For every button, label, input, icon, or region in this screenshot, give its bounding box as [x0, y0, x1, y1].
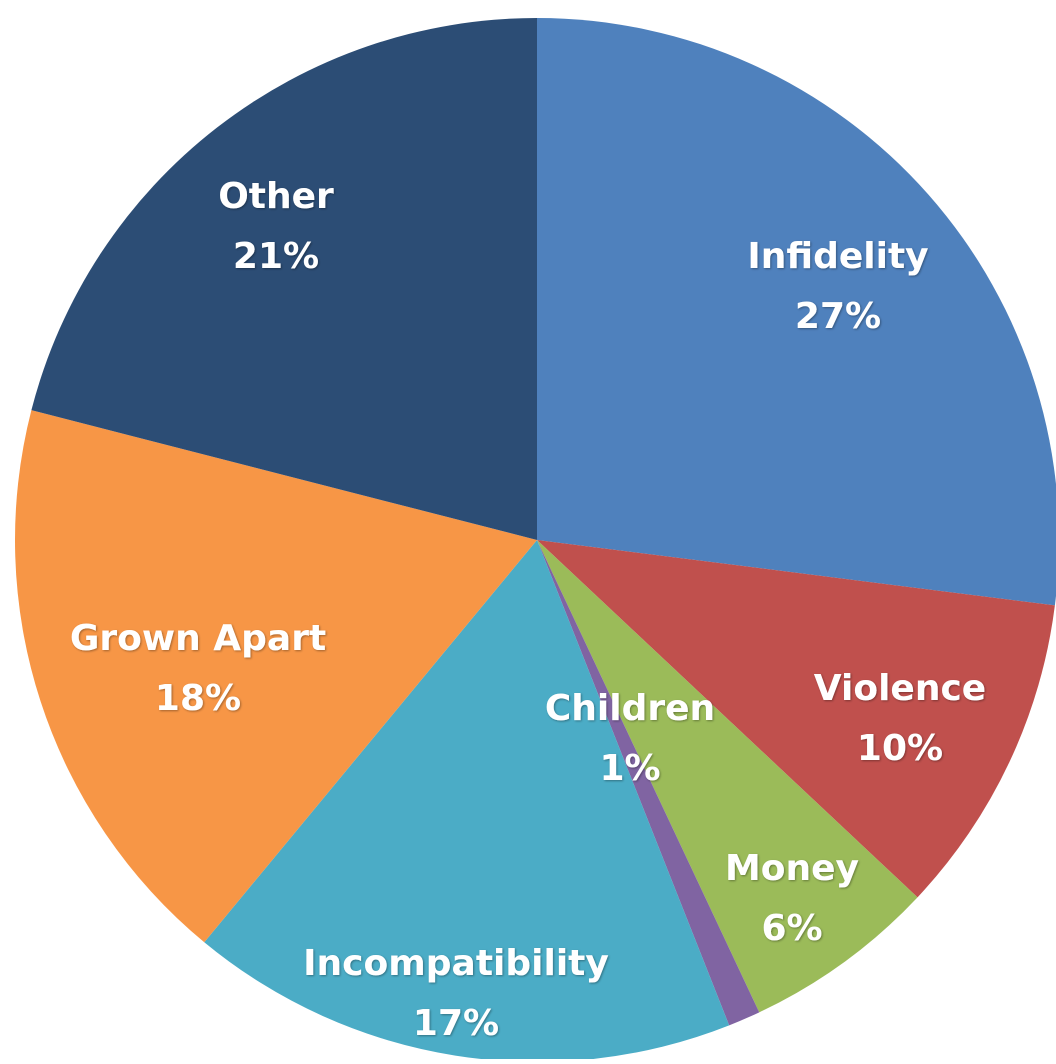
pie-slice-money [537, 540, 918, 1013]
pie-slice-incompatibility [204, 540, 730, 1062]
slice-label-grown-apart: Grown Apart [70, 618, 326, 659]
slice-value-children: 1% [599, 748, 660, 789]
slice-label-infidelity: Infidelity [747, 236, 928, 277]
data-label-infidelity: Infidelity 27% [747, 236, 928, 337]
slice-value-incompatibility: 17% [413, 1003, 499, 1044]
slice-value-money: 6% [761, 908, 822, 949]
pie-slice-infidelity [537, 18, 1056, 606]
slice-value-infidelity: 27% [795, 296, 881, 337]
slices-layer [14, 18, 1056, 1062]
pie-slice-children [537, 540, 760, 1026]
pie-slice-violence [537, 540, 1055, 898]
data-label-other: Other 21% [218, 176, 334, 277]
slice-value-violence: 10% [857, 728, 943, 769]
data-label-incompatibility: Incompatibility 17% [303, 943, 609, 1044]
slice-label-money: Money [725, 848, 859, 889]
pie-slice-other [31, 18, 538, 540]
data-label-money: Money 6% [725, 848, 859, 949]
labels-layer: Infidelity 27% Violence 10% Money 6% Children 1… [70, 176, 986, 1044]
slice-label-incompatibility: Incompatibility [303, 943, 609, 984]
slice-label-children: Children [545, 688, 715, 729]
data-label-violence: Violence 10% [814, 668, 986, 769]
slice-value-other: 21% [233, 236, 319, 277]
slice-label-violence: Violence [814, 668, 986, 709]
pie-slice-grown-apart [14, 410, 538, 943]
data-label-grown-apart: Grown Apart 18% [70, 618, 326, 719]
slice-value-grown-apart: 18% [155, 678, 241, 719]
data-label-children: Children 1% [545, 688, 715, 789]
slice-label-other: Other [218, 176, 334, 217]
